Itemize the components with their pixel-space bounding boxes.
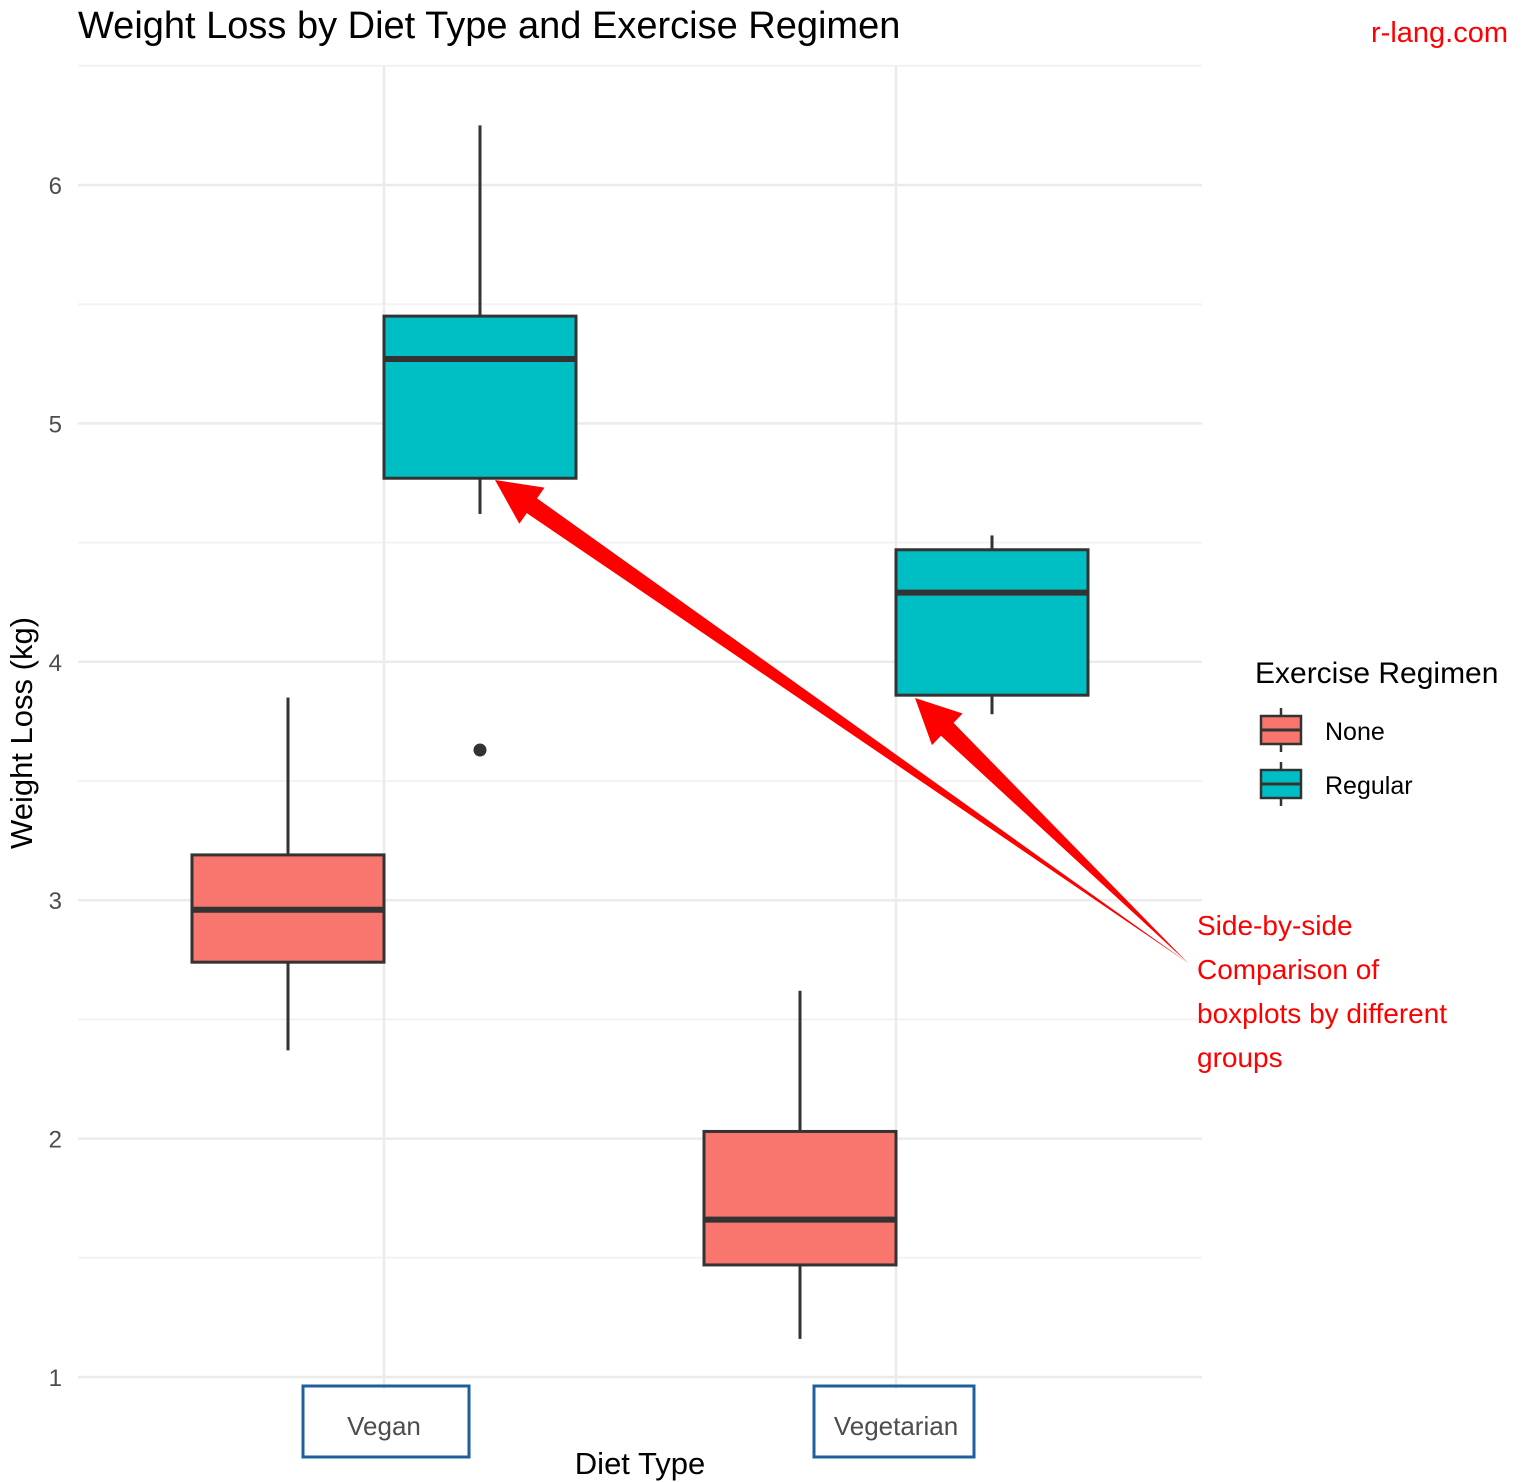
chart-title: Weight Loss by Diet Type and Exercise Re… <box>78 5 900 47</box>
annotation-text-line: Comparison of <box>1197 954 1379 985</box>
y-tick-label: 4 <box>49 650 62 677</box>
x-tick-label: Vegetarian <box>834 1411 958 1441</box>
y-tick-labels: 1 2 3 4 5 6 <box>49 173 62 1392</box>
annotation-arrow <box>495 480 1188 963</box>
x-tick-highlight-box <box>301 1384 471 1459</box>
annotation: Side-by-side Comparison of boxplots by dif… <box>495 480 1447 1073</box>
legend-label: None <box>1325 718 1385 746</box>
annotation-arrow <box>915 698 1188 963</box>
y-tick-label: 5 <box>49 411 62 438</box>
box-none-vegetarian <box>702 1129 898 1267</box>
x-axis-label: Diet Type <box>575 1446 705 1481</box>
boxes <box>190 125 1090 1339</box>
x-tick-label: Vegan <box>347 1411 421 1441</box>
grid-lines <box>78 64 1202 1389</box>
y-tick-label: 1 <box>49 1365 62 1392</box>
legend: Exercise Regimen None Regular <box>1255 657 1498 806</box>
x-tick-labels: Vegan Vegetarian <box>301 1384 976 1459</box>
x-tick-highlight-box <box>812 1384 976 1459</box>
y-tick-label: 2 <box>49 1127 62 1154</box>
outlier-point <box>473 743 487 757</box>
box-regular-vegetarian <box>894 548 1090 697</box>
annotation-text-line: Side-by-side <box>1197 910 1353 941</box>
legend-title: Exercise Regimen <box>1255 657 1498 690</box>
box-regular-vegan <box>382 314 578 480</box>
y-axis-label: Weight Loss (kg) <box>4 617 39 849</box>
legend-label: Regular <box>1325 772 1413 800</box>
y-tick-label: 6 <box>49 173 62 200</box>
annotation-text-line: groups <box>1197 1042 1283 1073</box>
y-tick-label: 3 <box>49 888 62 915</box>
annotation-text-line: boxplots by different <box>1197 998 1447 1029</box>
watermark: r-lang.com <box>1371 17 1508 49</box>
